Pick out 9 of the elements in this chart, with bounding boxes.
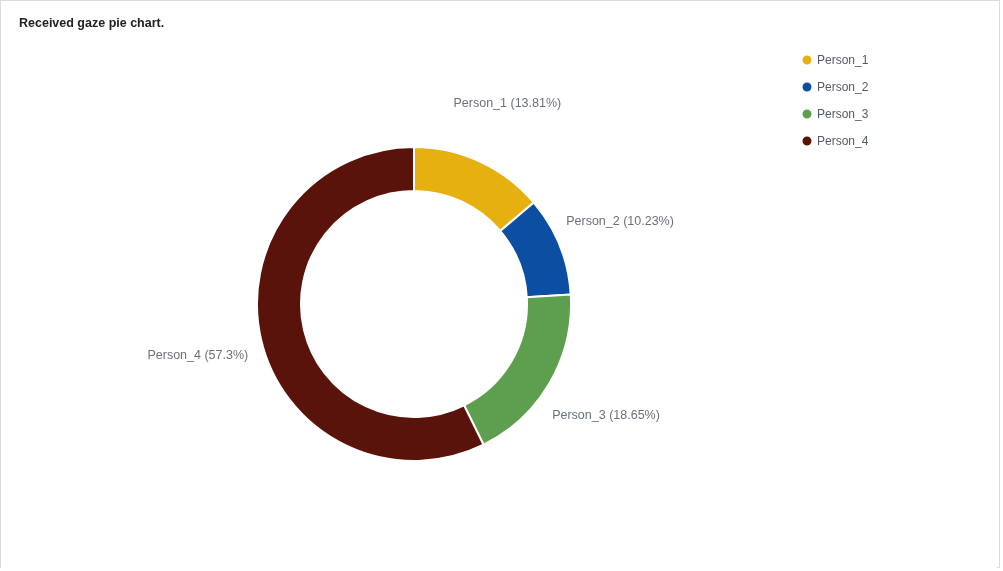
legend-label: Person_1 (817, 53, 869, 67)
legend-label: Person_3 (817, 107, 869, 121)
data-label: Person_2 (10.23%) (566, 214, 674, 229)
legend-label: Person_2 (817, 80, 869, 94)
data-label: Person_3 (18.65%) (552, 408, 660, 423)
legend-label: Person_4 (817, 134, 869, 148)
data-label: Person_4 (57.3%) (147, 347, 249, 362)
data-label: Person_1 (13.81%) (453, 95, 562, 110)
chart-title: Received gaze pie chart. (19, 15, 165, 30)
